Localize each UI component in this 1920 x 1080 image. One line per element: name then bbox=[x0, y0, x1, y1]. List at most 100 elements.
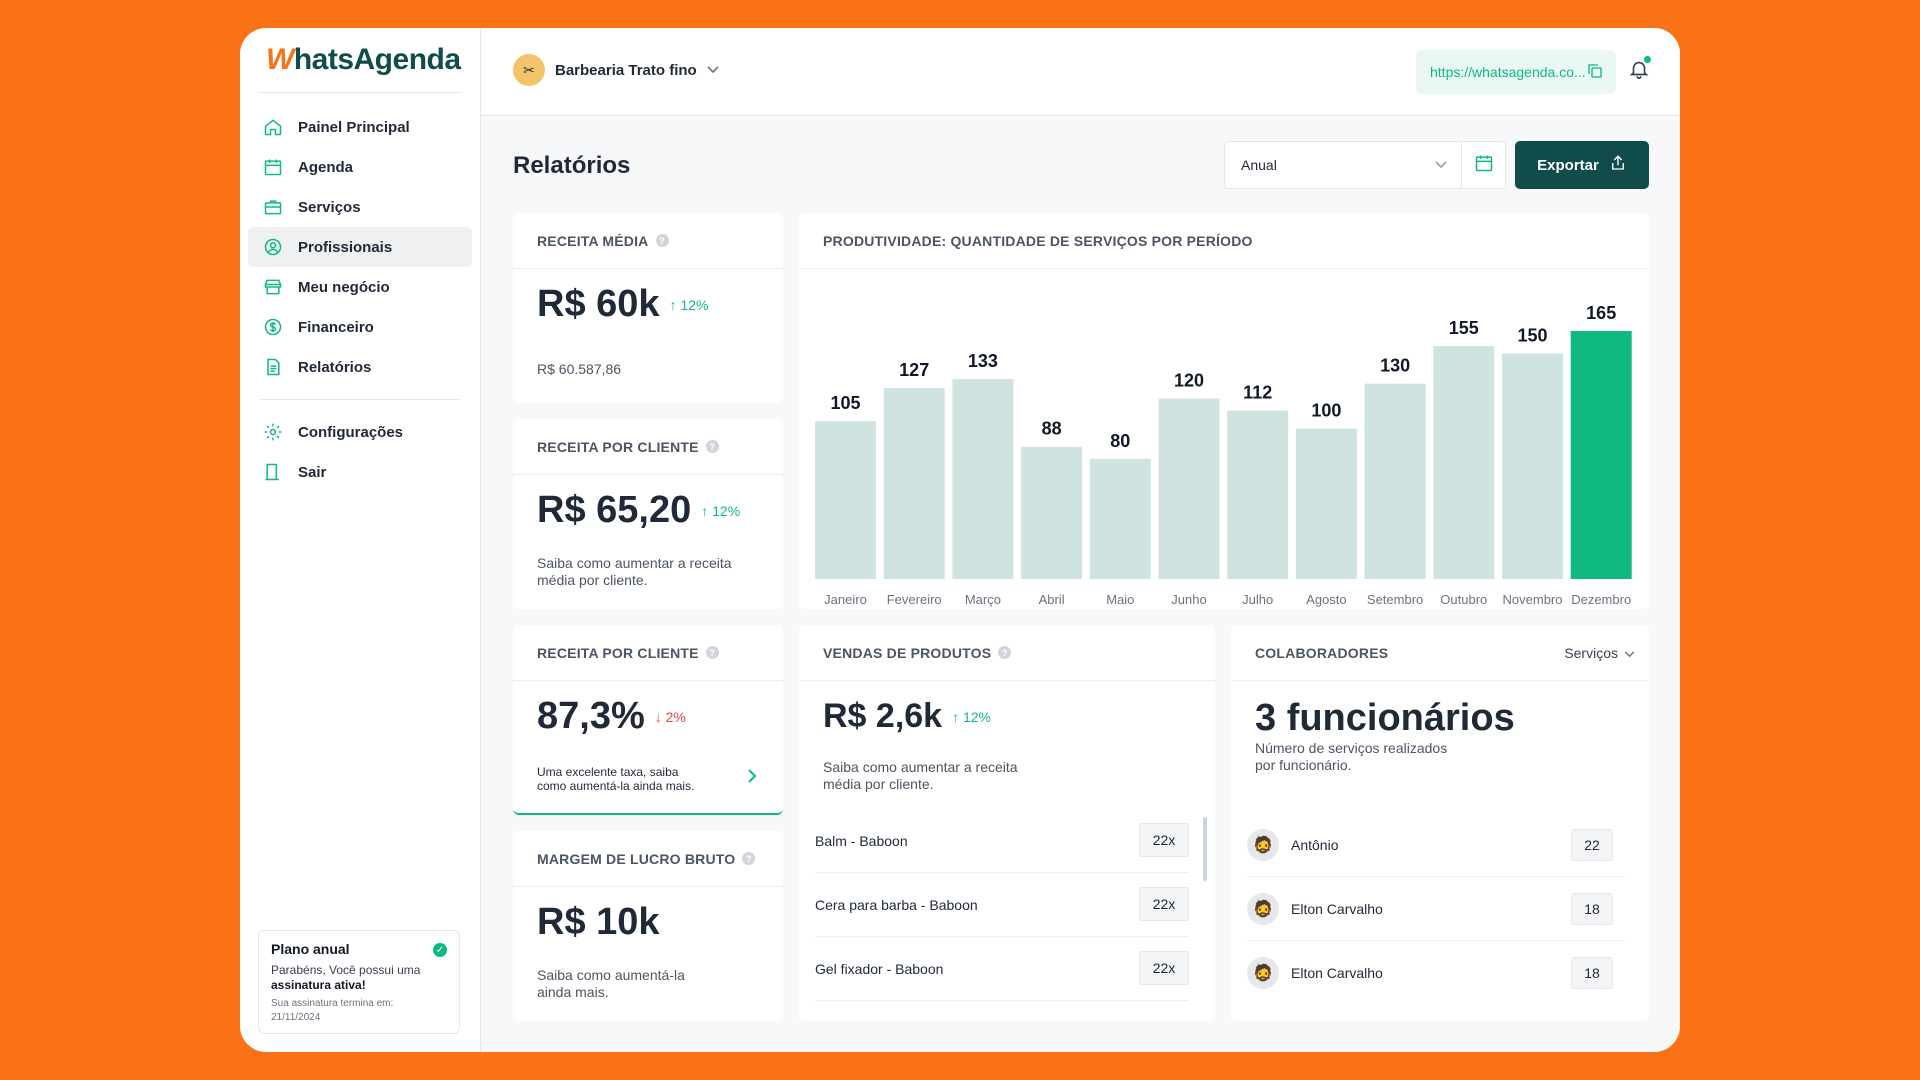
card-title: COLABORADORES bbox=[1255, 644, 1389, 661]
sidebar-item-meu-negocio[interactable]: Meu negócio bbox=[248, 267, 472, 307]
card-colaboradores: COLABORADORES Serviços 3 funcionários Nú… bbox=[1231, 625, 1649, 1021]
list-item[interactable]: 🧔 Antônio 22 bbox=[1247, 813, 1625, 877]
collaborator-name: Elton Carvalho bbox=[1291, 900, 1383, 917]
bar-junho[interactable] bbox=[1158, 398, 1220, 579]
list-item[interactable]: Balm - Baboon 22x bbox=[815, 809, 1189, 873]
plan-text-prefix: Parabéns, Você possui uma bbox=[271, 963, 421, 977]
business-selector[interactable]: ✂ Barbearia Trato fino bbox=[513, 54, 719, 86]
card-subtext: Saiba como aumentar a receita média por … bbox=[823, 759, 1018, 793]
bar-novembro[interactable] bbox=[1502, 353, 1563, 579]
data-label: 155 bbox=[1449, 318, 1479, 338]
calendar-icon bbox=[1474, 153, 1494, 178]
booking-url-box[interactable]: https://whatsagenda.co... bbox=[1416, 50, 1616, 94]
sidebar-item-painel[interactable]: Painel Principal bbox=[248, 107, 472, 147]
list-item[interactable]: 🧔 Elton Carvalho 18 bbox=[1247, 941, 1625, 1005]
help-icon[interactable]: ? bbox=[705, 440, 719, 453]
productivity-bar-chart: 105 Janeiro 127 Fevereiro 133 Março 88 Abril 80 M… bbox=[815, 303, 1632, 607]
bar-abril[interactable] bbox=[1021, 446, 1083, 579]
card-header: RECEITA MÉDIA ? bbox=[513, 213, 783, 269]
bar-março[interactable] bbox=[952, 379, 1014, 579]
chevron-right-icon[interactable] bbox=[747, 768, 757, 789]
gear-icon bbox=[262, 421, 284, 443]
product-name: Balm - Baboon bbox=[815, 832, 908, 849]
bar-maio[interactable] bbox=[1089, 458, 1151, 579]
card-subtext-line: Saiba como aumentar a receita bbox=[537, 555, 732, 571]
copy-icon[interactable] bbox=[1586, 62, 1604, 85]
list-item[interactable]: Cera para barba - Baboon 22x bbox=[815, 873, 1189, 937]
card-value: R$ 60k bbox=[537, 283, 660, 325]
bar-julho[interactable] bbox=[1227, 410, 1289, 579]
data-label: 88 bbox=[1042, 419, 1062, 439]
bar-dezembro[interactable] bbox=[1570, 331, 1632, 579]
data-label: 133 bbox=[968, 351, 998, 371]
card-value-row: R$ 2,6k ↑ 12% bbox=[823, 697, 991, 736]
plan-text-bold: assinatura ativa! bbox=[271, 978, 366, 992]
chevron-down-icon bbox=[1624, 645, 1635, 661]
sidebar-item-label: Relatórios bbox=[298, 358, 372, 376]
bar-setembro[interactable] bbox=[1364, 383, 1426, 579]
collaborator-filter-value: Serviços bbox=[1564, 645, 1618, 661]
page-title: Relatórios bbox=[513, 152, 631, 179]
x-tick-label: Dezembro bbox=[1571, 592, 1631, 607]
help-icon[interactable]: ? bbox=[742, 852, 756, 865]
sidebar-item-financeiro[interactable]: Financeiro bbox=[248, 307, 472, 347]
plan-text: Parabéns, Você possui uma assinatura ati… bbox=[271, 963, 447, 993]
card-value-row: R$ 60k ↑ 12% bbox=[537, 283, 708, 326]
sidebar-item-servicos[interactable]: Serviços bbox=[248, 187, 472, 227]
period-select[interactable]: Anual bbox=[1224, 141, 1462, 189]
sidebar-item-profissionais[interactable]: Profissionais bbox=[248, 227, 472, 267]
card-subtext-line: Número de serviços realizados bbox=[1255, 740, 1448, 756]
data-label: 127 bbox=[899, 360, 929, 380]
business-avatar: ✂ bbox=[513, 54, 545, 86]
list-item[interactable]: Gel fixador - Baboon 22x bbox=[815, 937, 1189, 1001]
card-subtext-line: Saiba como aumentar a receita bbox=[823, 759, 1018, 775]
sidebar-item-label: Financeiro bbox=[298, 318, 374, 336]
sidebar-item-configuracoes[interactable]: Configurações bbox=[248, 412, 472, 452]
check-icon: ✓ bbox=[433, 943, 447, 957]
sidebar-item-relatorios[interactable]: Relatórios bbox=[248, 347, 472, 387]
avatar: 🧔 bbox=[1247, 892, 1279, 925]
card-value: R$ 10k bbox=[537, 901, 660, 943]
card-taxa-retorno[interactable]: RECEITA POR CLIENTE ? 87,3% ↓ 2% Uma exc… bbox=[513, 625, 783, 815]
bell-icon[interactable] bbox=[1628, 56, 1651, 80]
logo-text: hatsAgenda bbox=[293, 43, 461, 76]
bar-fevereiro[interactable] bbox=[883, 388, 945, 579]
plan-expiry-date: 21/11/2024 bbox=[271, 1012, 321, 1023]
collaborator-name: Elton Carvalho bbox=[1291, 965, 1383, 981]
notification-dot bbox=[1644, 56, 1651, 63]
share-icon bbox=[1609, 154, 1627, 176]
bar-agosto[interactable] bbox=[1295, 428, 1357, 579]
sidebar-item-sair[interactable]: Sair bbox=[248, 452, 472, 492]
plan-expiry: Sua assinatura termina em: 21/11/2024 bbox=[271, 997, 447, 1025]
x-tick-label: Novembro bbox=[1503, 592, 1563, 607]
data-label: 100 bbox=[1311, 401, 1341, 421]
plan-title: Plano anual bbox=[271, 941, 350, 957]
bar-janeiro[interactable] bbox=[815, 421, 876, 579]
card-value-row: R$ 10k bbox=[537, 901, 660, 944]
x-tick-label: Setembro bbox=[1367, 592, 1423, 607]
card-value: 87,3% bbox=[537, 695, 645, 737]
list-item[interactable]: 🧔 Elton Carvalho 18 bbox=[1247, 877, 1625, 941]
card-title: MARGEM DE LUCRO BRUTO bbox=[537, 850, 736, 867]
bar-outubro[interactable] bbox=[1433, 346, 1495, 579]
x-tick-label: Março bbox=[965, 592, 1001, 607]
main-content: ✂ Barbearia Trato fino https://whatsagen… bbox=[481, 28, 1680, 1052]
card-value-row: R$ 65,20 ↑ 12% bbox=[537, 489, 740, 532]
data-label: 165 bbox=[1586, 303, 1616, 323]
calendar-button[interactable] bbox=[1462, 141, 1506, 189]
dollar-icon bbox=[262, 316, 284, 338]
help-icon[interactable]: ? bbox=[998, 646, 1012, 659]
scrollbar[interactable] bbox=[1203, 817, 1207, 881]
sidebar-item-agenda[interactable]: Agenda bbox=[248, 147, 472, 187]
export-button[interactable]: Exportar bbox=[1515, 141, 1649, 189]
card-subtext-line: Saiba como aumentá-la bbox=[537, 967, 685, 983]
card-delta: ↓ 2% bbox=[654, 708, 686, 725]
help-icon[interactable]: ? bbox=[655, 234, 669, 247]
card-receita-por-cliente: RECEITA POR CLIENTE ? R$ 65,20 ↑ 12% Sai… bbox=[513, 419, 783, 609]
help-icon[interactable]: ? bbox=[705, 646, 719, 659]
collaborator-filter[interactable]: Serviços bbox=[1564, 645, 1635, 661]
data-label: 105 bbox=[830, 393, 860, 413]
data-label: 80 bbox=[1110, 431, 1130, 451]
